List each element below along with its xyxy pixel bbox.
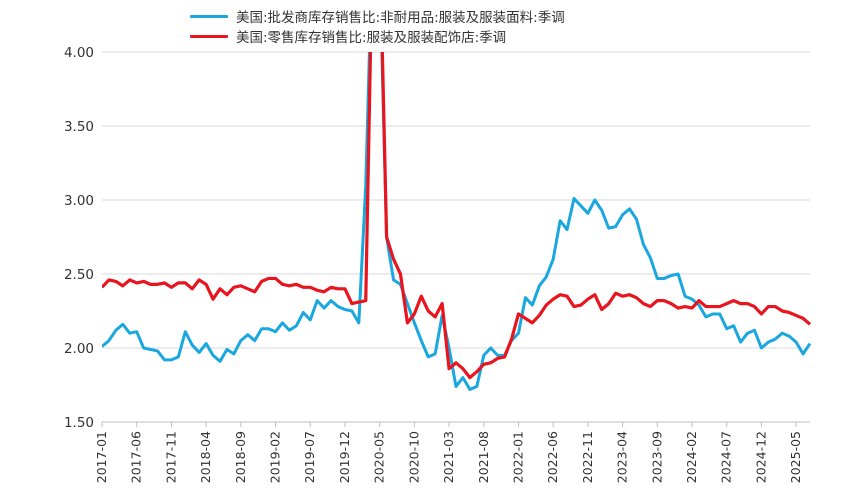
x-tick-label: 2019-02 — [268, 431, 283, 483]
y-tick-label: 3.00 — [64, 193, 94, 209]
x-tick-label: 2020-10 — [406, 431, 421, 483]
x-tick-label: 2023-04 — [615, 431, 630, 483]
series-lines — [102, 52, 812, 391]
legend: 美国:批发商库存销售比:非耐用品:服装及服装面料:季调 美国:零售库存销售比:服… — [190, 6, 565, 46]
x-tick-label: 2021-03 — [441, 431, 456, 483]
x-tick-label: 2017-11 — [163, 431, 178, 483]
y-tick-label: 2.00 — [64, 341, 94, 357]
x-tick-label: 2022-01 — [510, 431, 525, 483]
legend-swatch-blue — [190, 14, 228, 18]
x-tick-label: 2024-12 — [753, 431, 768, 483]
x-tick-label: 2024-07 — [719, 431, 734, 483]
x-tick-label: 2018-09 — [233, 431, 248, 483]
x-tick-label: 2019-12 — [337, 431, 352, 483]
series-line-2 — [102, 52, 812, 380]
gridlines — [102, 51, 810, 349]
legend-label-1: 美国:批发商库存销售比:非耐用品:服装及服装面料:季调 — [236, 10, 565, 26]
y-tick-label: 2.50 — [64, 267, 94, 283]
x-tick-label: 2018-04 — [198, 431, 213, 483]
x-tick-label: 2023-09 — [649, 431, 664, 483]
x-tick-label: 2022-06 — [545, 431, 560, 483]
legend-item-1: 美国:批发商库存销售比:非耐用品:服装及服装面料:季调 — [190, 6, 565, 26]
y-tick-label: 4.00 — [64, 45, 94, 61]
x-tick-labels: 2017-01 2017-06 2017-11 2018-04 2018-09 2019-… — [94, 431, 803, 483]
x-axis — [101, 421, 810, 427]
x-tick-label: 2019-07 — [302, 431, 317, 483]
legend-item-2: 美国:零售库存销售比:服装及服装配饰店:季调 — [190, 26, 565, 46]
legend-label-2: 美国:零售库存销售比:服装及服装配饰店:季调 — [236, 30, 507, 46]
y-tick-label: 3.50 — [64, 119, 94, 135]
x-tick-label: 2017-06 — [129, 431, 144, 483]
y-tick-label: 1.50 — [64, 415, 94, 431]
x-tick-label: 2024-02 — [684, 431, 699, 483]
x-tick-label: 2020-05 — [372, 431, 387, 483]
y-tick-labels: 1.50 2.00 2.50 3.00 3.50 4.00 — [64, 45, 94, 431]
series-line-1 — [102, 52, 812, 391]
x-tick-label: 2017-01 — [94, 431, 109, 483]
x-tick-label: 2021-08 — [476, 431, 491, 483]
x-tick-label: 2025-05 — [788, 431, 803, 483]
x-tick-label: 2022-11 — [580, 431, 595, 483]
legend-swatch-red — [190, 34, 228, 38]
